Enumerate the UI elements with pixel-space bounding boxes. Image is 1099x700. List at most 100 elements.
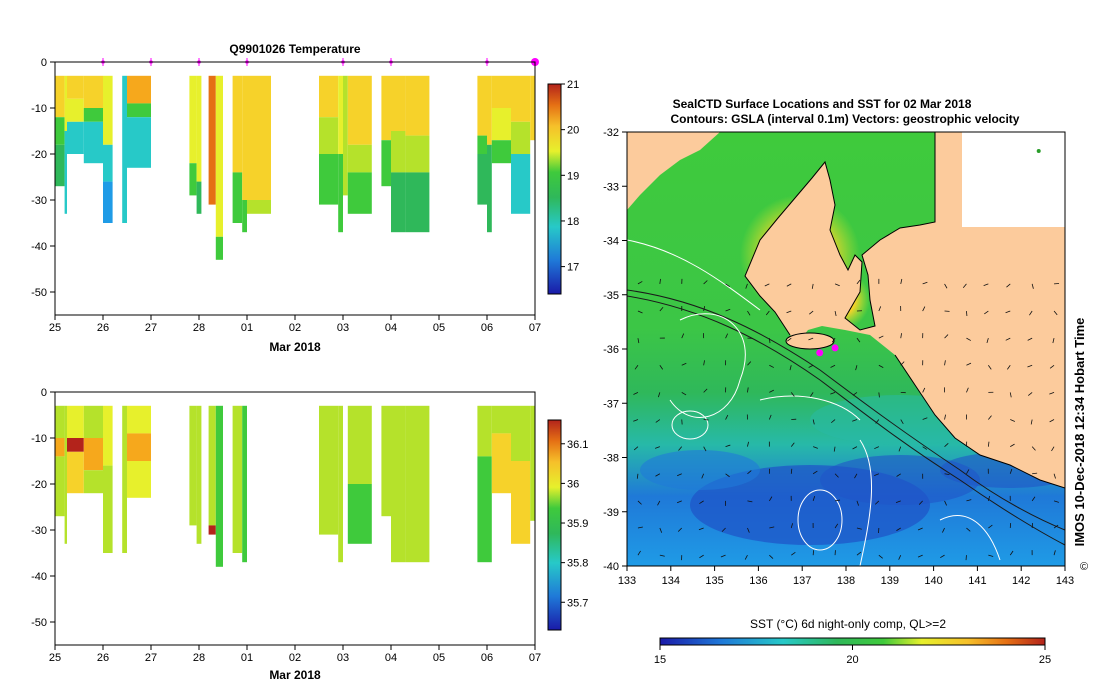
velocity-vector	[966, 499, 972, 502]
profile-cell	[127, 405, 151, 434]
velocity-vector	[878, 335, 884, 339]
x-tick-label: 06	[481, 652, 493, 664]
velocity-vector	[874, 500, 880, 505]
velocity-vector	[940, 554, 945, 559]
sst-colorbar-tick-label: 20	[846, 654, 858, 666]
colorbar-tick-label: 35.9	[567, 518, 588, 530]
profile-cell	[127, 433, 151, 461]
velocity-vector	[787, 337, 792, 342]
profile-cell	[405, 75, 430, 136]
velocity-vector	[812, 496, 816, 502]
x-tick-label: 03	[337, 322, 349, 334]
salinity-colorbar	[547, 419, 562, 631]
profile-cell	[215, 75, 223, 237]
velocity-vector	[922, 281, 928, 285]
seal-location	[816, 349, 824, 357]
profile-cell	[232, 172, 243, 223]
velocity-vector	[1049, 419, 1055, 423]
velocity-vector	[747, 387, 749, 393]
profile-cell	[319, 405, 339, 535]
profile-cell	[343, 75, 348, 196]
velocity-vector	[856, 551, 862, 556]
x-tick-label: 28	[193, 322, 205, 334]
velocity-vector	[900, 278, 903, 284]
velocity-vector	[745, 283, 748, 289]
x-tick-label: 26	[97, 652, 109, 664]
profile-cell	[242, 75, 247, 200]
latitude-tick-label: -40	[603, 561, 619, 573]
velocity-vector	[1028, 392, 1033, 396]
velocity-vector	[898, 554, 902, 560]
colorbar-tick-label: 17	[567, 262, 579, 274]
profile-cell	[67, 405, 84, 438]
velocity-vector	[634, 365, 639, 370]
velocity-vector	[1009, 392, 1012, 398]
profile-cell	[83, 470, 103, 494]
x-tick-label: 25	[49, 652, 61, 664]
velocity-vector	[790, 468, 793, 474]
velocity-vector	[703, 360, 705, 366]
y-tick-label: -40	[31, 571, 47, 583]
profile-cell	[405, 172, 430, 233]
x-tick-label: 27	[145, 652, 157, 664]
profile-cell	[247, 75, 271, 200]
sst-colorbar-ticks: 15 20 25	[654, 645, 1051, 666]
velocity-vector	[852, 392, 858, 396]
velocity-vector	[657, 392, 661, 398]
profile-cell	[122, 75, 127, 223]
velocity-vector	[769, 526, 775, 529]
profile-cell	[391, 75, 406, 131]
velocity-vector	[854, 473, 858, 479]
profile-cell	[55, 144, 65, 187]
velocity-vector	[747, 310, 751, 316]
velocity-vector	[856, 337, 861, 343]
x-tick-label: 02	[289, 652, 301, 664]
x-tick-label: 04	[385, 322, 397, 334]
x-tick-label: 05	[433, 322, 445, 334]
colorbar-tick-label: 20	[567, 125, 579, 137]
profile-cell	[189, 75, 197, 164]
salinity-colorbar-ticks: 35.7 35.8 35.9 36 36.1	[561, 439, 588, 609]
gsla-contour	[859, 439, 873, 566]
velocity-vector	[811, 283, 814, 289]
velocity-vector	[1049, 392, 1055, 395]
velocity-vector	[637, 281, 643, 285]
velocity-vector	[922, 446, 928, 450]
velocity-vector	[1007, 365, 1011, 370]
y-tick-label: -30	[31, 525, 47, 537]
velocity-vector	[764, 283, 770, 287]
profile-cell	[55, 75, 65, 118]
y-tick-label: 0	[41, 387, 47, 399]
x-tick-label: 01	[241, 652, 253, 664]
velocity-vector	[917, 527, 923, 531]
velocity-vector	[988, 365, 992, 370]
x-tick-label: 03	[337, 652, 349, 664]
velocity-vector	[809, 310, 814, 315]
profile-cell	[196, 405, 202, 544]
profile-cell	[338, 154, 343, 233]
longitude-tick-label: 134	[662, 575, 680, 587]
velocity-vector	[657, 500, 661, 506]
velocity-vector	[677, 527, 683, 532]
velocity-vector	[637, 550, 641, 556]
latitude-tick-label: -34	[603, 236, 619, 248]
profile-cell	[55, 405, 65, 438]
x-tick-label: 27	[145, 322, 157, 334]
longitude-tick-label: 137	[793, 575, 811, 587]
velocity-vector	[655, 473, 661, 477]
profile-cell	[405, 135, 430, 173]
map-title-line1: SealCTD Surface Locations and SST for 02…	[673, 97, 972, 111]
salinity-x-label: Mar 2018	[269, 668, 321, 682]
profile-cell	[491, 108, 511, 141]
velocity-vector	[633, 446, 639, 451]
profile-cell	[391, 172, 406, 233]
velocity-vector	[1030, 419, 1033, 425]
velocity-vector	[637, 526, 643, 529]
profile-cell	[67, 75, 84, 99]
velocity-vector	[1049, 364, 1055, 369]
colorbar-tick-label: 36	[567, 478, 579, 490]
velocity-vector	[1031, 283, 1034, 289]
profile-cell	[511, 461, 531, 544]
bathymetry-contour	[627, 295, 1065, 546]
latitude-tick-label: -35	[603, 290, 619, 302]
